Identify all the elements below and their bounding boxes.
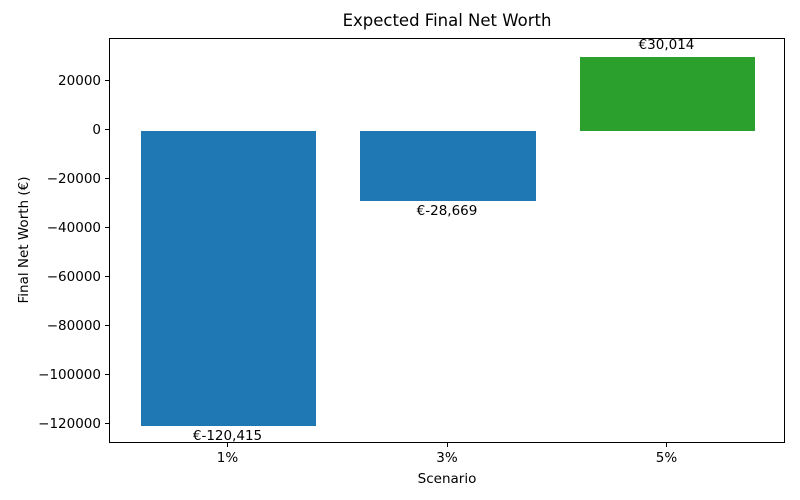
y-tick [105, 374, 109, 376]
bar-value-label: €30,014 [638, 37, 695, 54]
bar-value-label: €-120,415 [192, 427, 263, 444]
x-axis-label: Scenario [417, 471, 477, 487]
bar-5% [579, 57, 756, 131]
y-tick-label: −40000 [46, 219, 101, 236]
x-tick-label: 3% [436, 450, 458, 466]
y-tick-label: −100000 [38, 366, 101, 383]
y-tick-label: −60000 [46, 268, 101, 285]
y-tick [105, 423, 109, 425]
x-tick [227, 443, 229, 447]
plot-area [109, 38, 785, 443]
chart-title: Expected Final Net Worth [342, 11, 552, 30]
y-tick-label: 20000 [58, 72, 101, 89]
y-tick-label: −80000 [46, 317, 101, 334]
bar-1% [140, 130, 317, 426]
y-tick-label: −120000 [38, 415, 101, 432]
y-tick [105, 178, 109, 180]
bar-value-label: €-28,669 [416, 203, 478, 220]
x-tick [446, 443, 448, 447]
x-tick-label: 1% [216, 450, 239, 466]
y-tick-label: 0 [92, 121, 101, 138]
y-tick [105, 325, 109, 327]
y-tick [105, 129, 109, 131]
x-tick-label: 5% [655, 450, 678, 466]
x-tick [665, 443, 667, 447]
y-tick [105, 227, 109, 229]
bar-3% [360, 130, 536, 202]
y-tick-label: −20000 [46, 170, 101, 187]
y-tick [105, 276, 109, 278]
y-tick [105, 80, 109, 82]
